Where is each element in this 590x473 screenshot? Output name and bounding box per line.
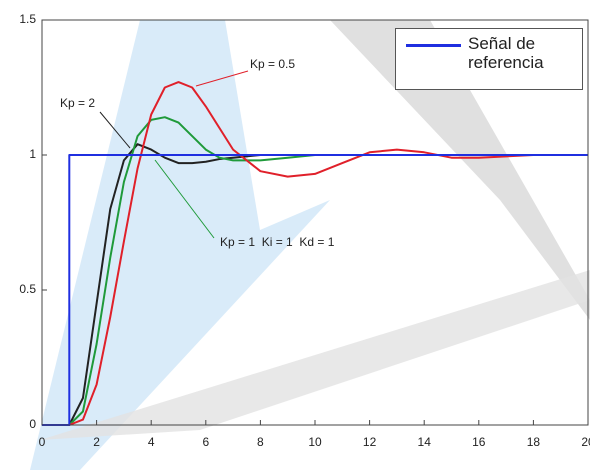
leader-line <box>154 159 215 239</box>
x-tick-label: 0 <box>39 435 46 449</box>
watermark <box>40 270 590 440</box>
x-tick-label: 20 <box>581 435 590 449</box>
legend-label: Señal de referencia <box>468 34 544 72</box>
series-line <box>42 81 588 426</box>
x-tick-label: 12 <box>363 435 377 449</box>
x-tick-label: 16 <box>472 435 486 449</box>
x-tick-label: 4 <box>148 435 155 449</box>
x-tick-label: 8 <box>257 435 264 449</box>
annotation: Kp = 0.5 <box>250 57 295 71</box>
legend-swatch <box>406 44 461 47</box>
x-tick-label: 2 <box>93 435 100 449</box>
legend: Señal de referencia <box>395 28 583 90</box>
x-tick-label: 14 <box>418 435 432 449</box>
y-tick-label: 1 <box>29 147 36 161</box>
leader-line <box>99 111 131 149</box>
leader-line <box>195 70 249 87</box>
x-tick-label: 18 <box>527 435 541 449</box>
x-tick-label: 10 <box>308 435 322 449</box>
annotation: Kp = 2 <box>60 96 95 110</box>
annotation: Kp = 1 Ki = 1 Kd = 1 <box>220 235 335 249</box>
y-tick-label: 0.5 <box>19 282 36 296</box>
y-tick-label: 1.5 <box>19 12 36 26</box>
y-tick-label: 0 <box>29 417 36 431</box>
watermark <box>30 20 330 470</box>
x-tick-label: 6 <box>202 435 209 449</box>
